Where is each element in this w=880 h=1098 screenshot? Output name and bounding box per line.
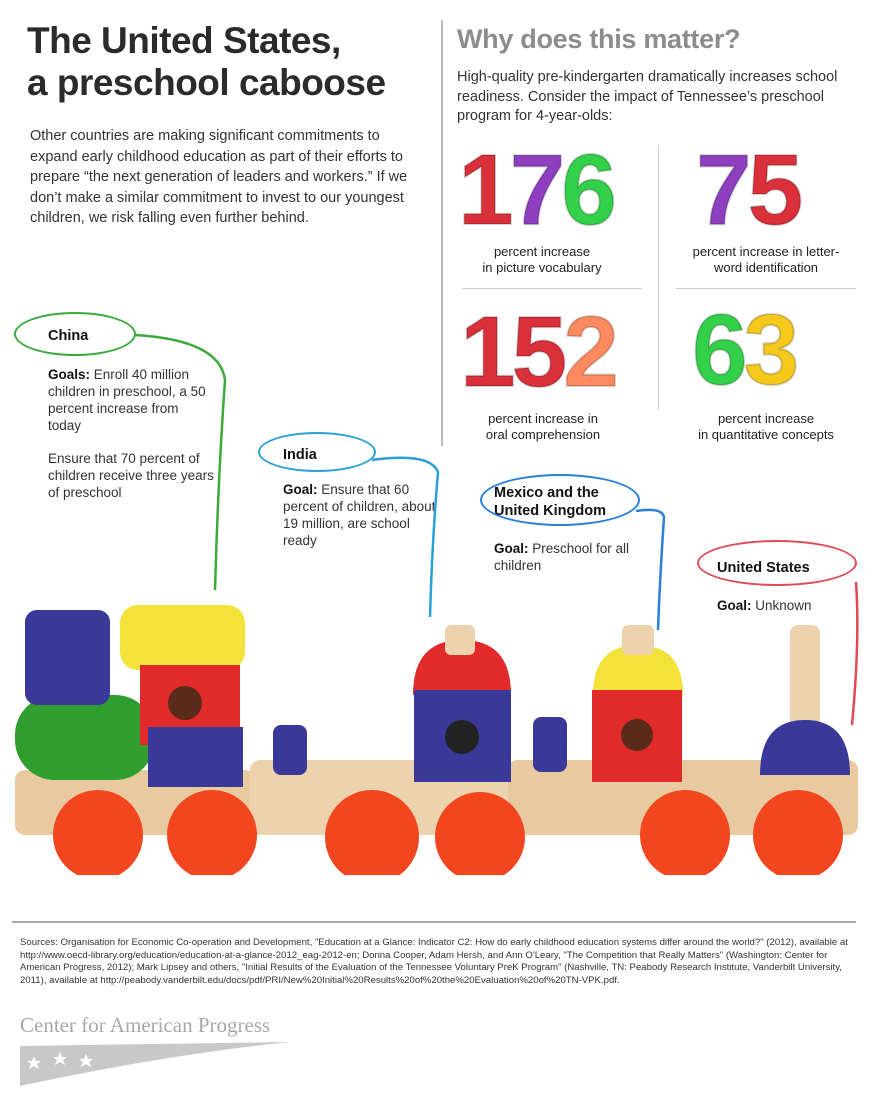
india-oval: [258, 432, 376, 472]
stat-divider: [462, 288, 642, 289]
us-goal: Goal: Unknown: [717, 598, 812, 613]
stat-digit: 7: [695, 134, 753, 246]
flag-swoosh-icon: [20, 1042, 290, 1086]
china-name: China: [48, 328, 89, 344]
stat-digit: 5: [747, 134, 805, 246]
stat-number-176: 176: [457, 134, 618, 246]
india-wire: [371, 456, 440, 618]
stat-digit: 2: [562, 296, 620, 408]
india-goal: Goal: Ensure that 60 percent of children…: [283, 482, 436, 548]
mexico-uk-goal: Goal: Preschool for all children: [494, 541, 630, 573]
stat-digit: 6: [560, 134, 618, 246]
us-name: United States: [717, 560, 810, 576]
cap-logo: Center for American Progress: [20, 1013, 290, 1092]
india-name: India: [283, 447, 317, 463]
stat-digit: 1: [459, 296, 517, 408]
stat-label: percent increase in letter-word identifi…: [692, 244, 840, 275]
title-line-1: The United States,: [27, 20, 341, 61]
sources-text: Sources: Organisation for Economic Co-op…: [20, 937, 848, 986]
mexico-uk-oval: [480, 474, 640, 526]
stat-digit: 7: [509, 134, 567, 246]
china-goal-2: Ensure that 70 percent of children recei…: [48, 451, 214, 500]
stat-digit: 3: [743, 294, 801, 406]
why-heading: Why does this matter?: [457, 24, 741, 54]
why-text: High-quality pre-kindergarten dramatical…: [457, 69, 838, 124]
footer-divider: [12, 921, 856, 923]
stat-divider: [676, 288, 856, 289]
stat-label: percent increase in quantitative concepts: [698, 411, 834, 442]
stat-digit: 6: [691, 294, 749, 406]
china-wire: [134, 333, 227, 591]
stat-number-152: 152: [459, 296, 620, 408]
stat-number-63: 63: [691, 294, 801, 406]
us-oval: [697, 540, 857, 586]
stat-number-75: 75: [695, 134, 805, 246]
logo-text: Center for American Progress: [20, 1013, 271, 1037]
toy-train-illustration: [15, 605, 858, 875]
stat-digit: 1: [457, 134, 515, 246]
china-oval: [14, 312, 136, 356]
us-wire: [850, 581, 859, 726]
stat-label: percent increase in picture vocabulary: [482, 244, 602, 275]
stat-label: percent increase in oral comprehension: [485, 411, 601, 442]
mexico-uk-wire: [635, 508, 666, 631]
mexico-uk-name: Mexico and the United Kingdom: [494, 485, 606, 519]
page-title: The United States, a preschool caboose: [27, 20, 437, 104]
column-divider: [441, 20, 443, 446]
intro-text: Other countries are making significant c…: [30, 128, 408, 226]
stat-digit: 5: [511, 296, 569, 408]
stat-column-divider: [658, 146, 659, 410]
title-line-2: a preschool caboose: [27, 62, 386, 103]
china-goals: Goals: Enroll 40 million children in pre…: [48, 367, 206, 433]
